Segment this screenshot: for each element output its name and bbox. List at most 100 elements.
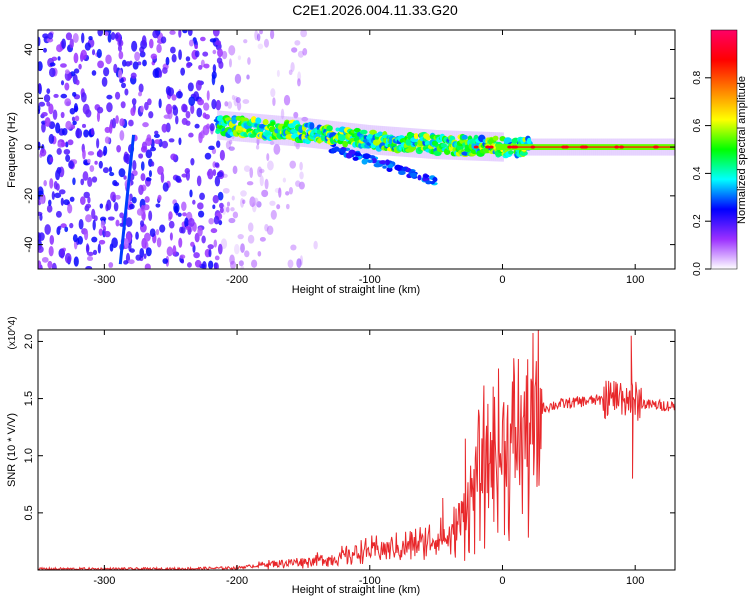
spectrogram-cell [513,145,519,149]
spectrogram-cell [39,213,43,221]
colorbar-tick-label: 0.6 [692,118,703,132]
spectrogram-cell [177,212,182,217]
spectrogram-cell [118,50,124,60]
spectrogram-cell [302,48,308,56]
spectrogram-cell [81,32,85,44]
spectrogram-cell [181,117,188,125]
spectrogram-cell [294,40,301,46]
spectrogram-cell [226,201,231,207]
spectrogram-cell [104,136,110,144]
spectrogram-cell [181,201,187,212]
spectrogram-cell [69,38,74,49]
spectrogram-cell [64,252,72,264]
spectrogram-cell [215,40,222,46]
spectrogram-cell [38,82,42,92]
spectrogram-cell [197,202,204,210]
spectrogram-cell [99,203,104,209]
spectrogram-cell [269,200,276,206]
spectrogram-cell [228,45,236,56]
spectrogram-cell [231,195,235,201]
spectrogram-cell [77,235,84,245]
spectrogram-cell [214,162,220,168]
spectrogram-cell [240,265,245,269]
spectrogram-cell [219,202,224,209]
spectrogram-cell [154,130,159,135]
spectrogram-cell [49,62,56,67]
spectrogram-cell [151,161,155,167]
spectrogram-cell [288,186,294,195]
spectrogram-cell [111,237,118,249]
colorbar-gradient [710,29,738,270]
spectrogram-cell [207,244,214,250]
spectrogram-cell [114,33,119,40]
spectrogram-cell [115,219,120,227]
spectrogram-cell [190,241,195,247]
spectrogram-cell [288,69,293,76]
spectrogram-cell [270,209,277,220]
spectrogram-cell [182,30,188,34]
spectrogram-cell [267,160,274,171]
spectrogram-cell [65,154,71,163]
spectrogram-cell [140,204,145,212]
spectrogram-cell [65,32,73,41]
spectrogram-cell [72,120,77,126]
spectrogram-cell [78,63,82,70]
spectrogram-cell [653,145,659,149]
spectrogram-cell [85,203,92,209]
spectrogram-cell [142,59,147,67]
spectrogram-cell [91,236,98,243]
spectrogram-cell [67,139,74,146]
spectrogram-cell [107,216,115,221]
spectrogram-cell [353,128,361,133]
spectrogram-cell [82,171,89,181]
spectrogram-cell [134,51,141,62]
spectrogram-cell [228,217,236,224]
spectrogram-cell [67,203,73,214]
spectrogram-cell [44,224,51,235]
spectrogram-cell [172,245,177,256]
spectrogram-cell [106,199,112,211]
spectrogram-cell [398,170,406,176]
spectrogram-cell [131,40,138,52]
spectrogram-cell [485,145,491,149]
spectrogram-cell [250,116,257,124]
spectrogram-cell [162,67,168,74]
spectrogram-cell [144,196,150,203]
spectrogram-cell [64,82,70,91]
spectrogram-cell [39,148,47,157]
spectrogram-cell [186,262,192,268]
spectrogram-cell [263,38,270,48]
spectrogram-cell [69,107,76,115]
spectrogram-glow [250,113,254,143]
snr-frame [37,329,676,571]
spectrogram-cell [56,44,63,53]
spectrogram-cell [73,68,80,74]
spectrogram-cell [72,234,78,243]
colorbar-ticks: 0.0 0.2 0.4 0.6 0.8 [692,70,711,276]
spectrogram-cell [188,217,195,227]
spectrogram-cell [78,218,84,230]
colorbar-label: Normalized spectral amplitude [736,76,748,224]
spectrogram-cell [287,259,294,269]
spectrogram-cell [91,208,96,220]
spectrogram-cell [140,173,146,182]
spectrogram-cell [38,105,41,112]
spectrogram-cell [114,91,121,100]
x-tick-label: -100 [359,274,381,286]
spectrogram-cell [193,252,200,259]
spectrogram-cell [56,147,62,155]
spectrogram-cell [199,192,205,201]
x-tick-label: -200 [226,274,248,286]
spectrogram-cell [207,168,214,180]
spectrogram-cell [84,229,89,241]
spectrogram-cell [259,236,266,242]
spectrogram-cell [229,254,235,265]
y-tick-label: 40 [23,43,35,55]
spectrogram-cell [83,191,90,199]
spectrogram-cell [142,122,149,128]
spectrogram-cell [123,260,129,265]
spectrogram-cell [379,160,387,165]
spectrogram-cell [214,175,221,187]
spectrogram-cell [46,101,51,107]
spectrogram-cell [197,98,205,106]
